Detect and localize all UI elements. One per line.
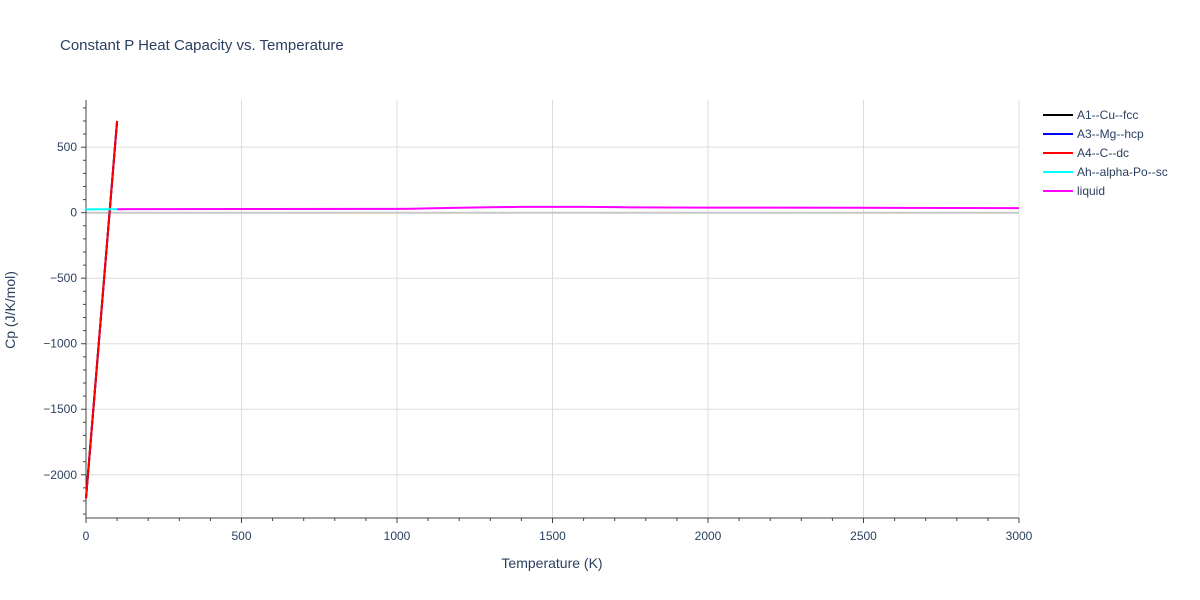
x-tick-label: 1500 — [539, 529, 566, 543]
legend-item-a3-mg-hcp[interactable]: A3--Mg--hcp — [1043, 127, 1144, 141]
legend-item-ah-alpha-po-sc[interactable]: Ah--alpha-Po--sc — [1043, 165, 1168, 179]
x-tick-label: 3000 — [1006, 529, 1033, 543]
legend-label: Ah--alpha-Po--sc — [1077, 165, 1168, 179]
y-tick-label: 500 — [57, 140, 77, 154]
legend[interactable]: A1--Cu--fcc A3--Mg--hcp A4--C--dc Ah--alpha… — [1043, 108, 1168, 198]
legend-label: A4--C--dc — [1077, 146, 1129, 160]
y-tick-label: −1500 — [43, 402, 77, 416]
y-tick-label: 0 — [70, 206, 77, 220]
x-tick-label: 0 — [83, 529, 90, 543]
x-tick-label: 2500 — [850, 529, 877, 543]
axes: 0 500 1000 1500 2000 2500 3000 −2000 −1500 −1000 −… — [43, 100, 1033, 543]
series-line-a4-c-dc — [85, 120, 119, 499]
gridlines — [86, 100, 1020, 518]
y-tick-label: −2000 — [43, 468, 77, 482]
series-lines — [85, 120, 1020, 499]
x-tick-label: 1000 — [384, 529, 411, 543]
legend-label: A3--Mg--hcp — [1077, 127, 1144, 141]
series-line-liquid — [117, 205, 1020, 211]
chart-title: Constant P Heat Capacity vs. Temperature — [60, 37, 344, 54]
legend-item-a1-cu-fcc[interactable]: A1--Cu--fcc — [1043, 108, 1138, 122]
x-axis-title: Temperature (K) — [501, 555, 602, 571]
legend-item-a4-c-dc[interactable]: A4--C--dc — [1043, 146, 1129, 160]
x-tick-label: 2000 — [695, 529, 722, 543]
legend-label: A1--Cu--fcc — [1077, 108, 1138, 122]
legend-label: liquid — [1077, 184, 1105, 198]
y-tick-label: −500 — [50, 271, 77, 285]
legend-item-liquid[interactable]: liquid — [1043, 184, 1105, 198]
y-tick-label: −1000 — [43, 337, 77, 351]
x-tick-label: 500 — [231, 529, 251, 543]
y-axis-title: Cp (J/K/mol) — [2, 271, 18, 349]
